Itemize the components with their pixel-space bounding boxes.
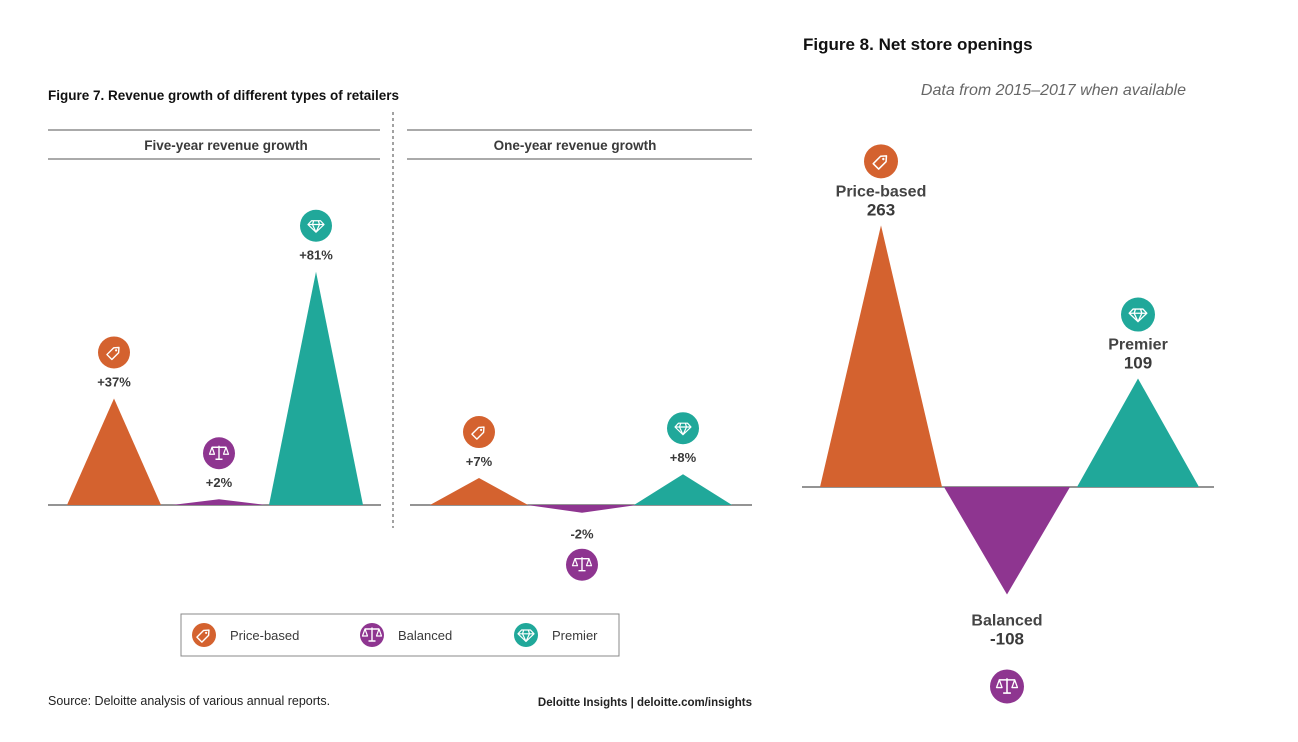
triangle-balanced [944, 487, 1070, 595]
category-label-premier: Premier [1108, 337, 1168, 354]
category-label-balanced: Balanced [971, 612, 1042, 629]
panel2-title: One-year revenue growth [494, 138, 657, 153]
value-label-premier: +8% [670, 450, 697, 465]
value-label-balanced: -108 [990, 629, 1024, 648]
diamond-icon [300, 209, 332, 242]
triangle-premier [269, 271, 363, 505]
triangle-balanced [527, 505, 637, 513]
price-tag-icon [192, 623, 216, 647]
triangle-price [820, 225, 942, 487]
value-label-premier: +81% [299, 248, 333, 263]
triangle-premier [634, 474, 732, 505]
fig7-title: Figure 7. Revenue growth of different ty… [48, 88, 399, 103]
legend-label-price: Price-based [230, 628, 299, 643]
credit-line: Deloitte Insights | deloitte.com/insight… [538, 697, 752, 709]
legend-label-premier: Premier [552, 628, 598, 643]
category-label-price: Price-based [836, 183, 927, 200]
legend-item-premier: Premier [514, 623, 598, 647]
price-tag-icon [98, 336, 130, 369]
value-label-premier: 109 [1124, 354, 1152, 373]
legend-item-balanced: Balanced [360, 623, 452, 647]
panel1-chart: +37% +2% +81% [48, 209, 381, 506]
value-label-balanced: +2% [206, 475, 233, 490]
value-label-price: +37% [97, 374, 131, 389]
fig8-subtitle: Data from 2015–2017 when available [921, 82, 1186, 99]
panel1-title: Five-year revenue growth [144, 138, 308, 153]
panel2-chart: +7% -2% +8% [410, 412, 752, 581]
triangle-balanced [172, 499, 266, 505]
source-note: Source: Deloitte analysis of various ann… [48, 694, 330, 708]
diamond-icon [514, 623, 538, 647]
value-label-price: 263 [867, 200, 895, 219]
triangle-price [430, 478, 528, 505]
diamond-icon [667, 412, 699, 445]
legend-label-balanced: Balanced [398, 628, 452, 643]
value-label-price: +7% [466, 454, 493, 469]
legend-box [180, 613, 620, 657]
triangle-premier [1077, 378, 1199, 487]
value-label-balanced: -2% [570, 527, 594, 542]
diamond-icon [1121, 297, 1155, 332]
price-tag-icon [463, 416, 495, 449]
price-tag-icon [864, 144, 898, 179]
legend-item-price: Price-based [192, 623, 299, 647]
fig8-title: Figure 8. Net store openings [803, 35, 1033, 54]
triangle-price [67, 398, 161, 505]
